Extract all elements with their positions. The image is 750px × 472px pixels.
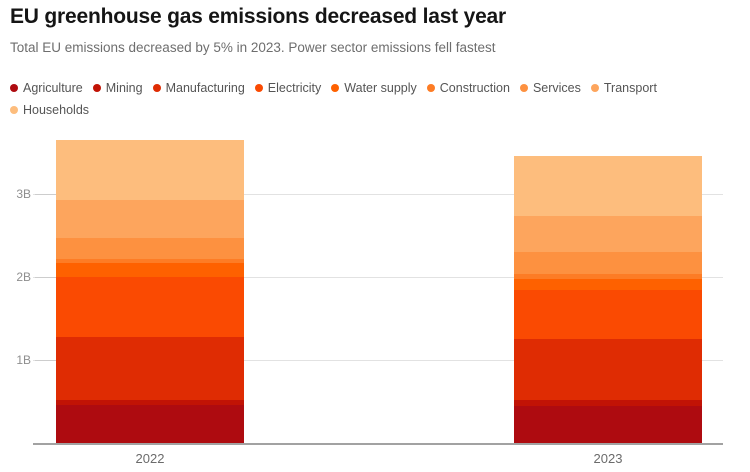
legend-item-electricity: Electricity [254,81,322,95]
legend-item-manufacturing: Manufacturing [152,81,245,95]
bar-segment-2023-electricity[interactable] [514,289,702,339]
legend-dot-icon [254,84,263,92]
legend-dot-icon [426,84,435,92]
legend-dot-icon [92,84,101,92]
legend-dot-icon [519,84,528,92]
gridline-3B [33,194,723,195]
legend-item-water-supply: Water supply [331,81,417,95]
chart-area: 1B 2B 3B 2022 2023 [0,130,750,472]
legend-label: Mining [105,81,143,95]
y-axis-label-2B: 2B [16,270,31,284]
legend-dot-icon [331,84,340,92]
bar-segment-2023-services[interactable] [514,251,702,275]
legend-dot-icon [152,84,161,92]
legend-item-mining: Mining [92,81,143,95]
bar-segment-2022-electricity[interactable] [56,277,244,337]
bar-segment-2022-mining[interactable] [56,399,244,405]
legend-label: Transport [603,81,657,95]
legend-item-households: Households [10,103,89,117]
legend-label: Water supply [344,81,417,95]
gridline-2B [33,277,723,278]
legend-item-services: Services [519,81,581,95]
chart-title: EU greenhouse gas emissions decreased la… [10,5,507,28]
legend-label: Electricity [267,81,322,95]
legend-dot-icon [590,84,599,92]
bar-segment-2023-manufacturing[interactable] [514,338,702,401]
legend-label: Manufacturing [165,81,245,95]
y-axis-label-3B: 3B [16,187,31,201]
x-axis-label-2023: 2023 [593,451,623,466]
bar-segment-2023-construction[interactable] [514,274,702,280]
legend-item-construction: Construction [426,81,510,95]
bar-segment-2022-households[interactable] [56,140,244,200]
x-axis-line [33,443,723,445]
legend-label: Households [23,103,90,117]
bar-segment-2022-construction[interactable] [56,258,244,263]
legend-label: Construction [439,81,510,95]
y-axis-tick [35,194,56,195]
bar-segment-2022-manufacturing[interactable] [56,336,244,400]
bar-segment-2022-agriculture[interactable] [56,404,244,443]
legend-item-transport: Transport [590,81,657,95]
x-axis-label-2022: 2022 [135,451,165,466]
bar-segment-2023-mining[interactable] [514,400,702,406]
bar-segment-2023-households[interactable] [514,156,702,216]
legend: Agriculture Mining Manufacturing Electricit… [10,81,740,117]
legend-dot-icon [10,84,18,92]
y-axis-tick [35,360,56,361]
bar-segment-2022-services[interactable] [56,238,244,259]
bar-segment-2022-water-supply[interactable] [56,262,244,277]
legend-label: Agriculture [23,81,83,95]
y-axis-label-1B: 1B [16,353,31,367]
bar-segment-2022-transport[interactable] [56,199,244,238]
legend-dot-icon [10,106,18,114]
bar-segment-2023-water-supply[interactable] [514,279,702,290]
legend-label: Services [532,81,581,95]
bar-segment-2023-transport[interactable] [514,216,702,252]
bar-segment-2023-agriculture[interactable] [514,405,702,443]
legend-item-agriculture: Agriculture [10,81,83,95]
chart-subtitle: Total EU emissions decreased by 5% in 20… [10,40,496,55]
gridline-1B [33,360,723,361]
y-axis-tick [35,277,56,278]
